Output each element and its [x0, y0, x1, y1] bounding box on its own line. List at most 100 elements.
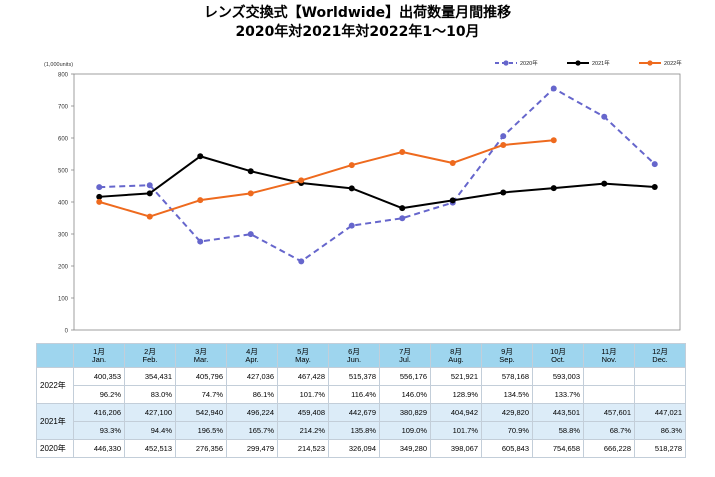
data-point-2021年: [500, 189, 507, 196]
data-point-2021年: [651, 183, 658, 190]
data-point-2020年: [146, 182, 153, 189]
value-cell: 299,479: [226, 439, 278, 458]
table-row: 2022年 400,353 354,431 405,796 427,036 467,428…: [36, 367, 686, 404]
ratio-row: 93.3% 94.4% 196.5% 165.7% 214.2% 135.8% 109.0%…: [37, 421, 686, 440]
data-point-2020年: [500, 133, 507, 140]
value-cell: 443,501: [532, 403, 584, 422]
y-tick-label: 300: [58, 233, 69, 239]
value-cell: 214,523: [277, 439, 329, 458]
value-cell: 521,921: [430, 367, 482, 386]
ratio-cell: 165.7%: [226, 421, 278, 440]
value-cell: [634, 367, 686, 386]
y-tick-label: 600: [58, 137, 69, 143]
month-number: 10月: [550, 346, 566, 356]
value-cell: 276,356: [175, 439, 227, 458]
month-abbr: Jun.: [346, 354, 362, 364]
month-number: 12月: [652, 346, 668, 356]
data-point-2021年: [399, 205, 406, 212]
chart-subtitle: 2020年対2021年対2022年1～10月: [235, 24, 480, 40]
month-abbr: Feb.: [142, 354, 158, 364]
value-cell: 457,601: [583, 403, 635, 422]
value-cell: 405,796: [175, 367, 227, 386]
month-number: 2月: [144, 346, 156, 356]
line-chart: 0 100 200 300 400 500 600 700 800 (1,000units) 202…: [44, 59, 682, 335]
month-header: 7月 Jul.: [379, 343, 431, 368]
data-point-2022年: [348, 162, 355, 169]
month-number: 3月: [195, 346, 207, 356]
month-header: 5月 May.: [277, 343, 329, 368]
data-point-2020年: [197, 238, 204, 245]
value-cell: 459,408: [277, 403, 329, 422]
ratio-cell: 196.5%: [175, 421, 227, 440]
month-header: 9月 Sep.: [481, 343, 533, 368]
data-point-2021年: [348, 185, 355, 192]
month-header: 11月 Nov.: [583, 343, 635, 368]
value-cell: 593,003: [532, 367, 584, 386]
ratio-cell: 109.0%: [379, 421, 431, 440]
legend-label: 2022年: [664, 59, 682, 67]
legend-label: 2021年: [592, 59, 610, 67]
ratio-cell: 101.7%: [430, 421, 482, 440]
data-point-2022年: [550, 137, 557, 144]
month-number: 9月: [501, 346, 513, 356]
ratio-cell: 74.7%: [175, 385, 227, 404]
y-tick-label: 200: [58, 265, 69, 271]
ratio-cell: 116.4%: [328, 385, 380, 404]
month-abbr: Nov.: [601, 354, 617, 364]
data-table: 1月 Jan. 2月 Feb. 3月 Mar. 4月 Apr. 5月 May. 6月 Jun. 7月 Ju…: [36, 343, 686, 458]
y-unit-label: (1,000units): [44, 62, 73, 68]
y-tick-label: 800: [58, 73, 69, 79]
month-header: 6月 Jun.: [328, 343, 380, 368]
data-point-2020年: [247, 231, 254, 238]
data-point-2021年: [146, 190, 153, 197]
month-header: 1月 Jan.: [73, 343, 125, 368]
data-point-2022年: [298, 177, 305, 184]
data-point-2022年: [247, 190, 254, 197]
month-number: 8月: [450, 346, 462, 356]
row-label: 2020年: [36, 439, 74, 458]
ratio-cell: [583, 385, 635, 404]
value-cell: 404,942: [430, 403, 482, 422]
data-point-2022年: [197, 197, 204, 204]
month-abbr: Aug.: [448, 354, 464, 364]
ratio-cell: 128.9%: [430, 385, 482, 404]
month-header: 4月 Apr.: [226, 343, 278, 368]
month-header: 8月 Aug.: [430, 343, 482, 368]
ratio-cell: 96.2%: [73, 385, 125, 404]
data-point-2022年: [500, 141, 507, 148]
data-point-2020年: [348, 222, 355, 229]
ratio-cell: 86.1%: [226, 385, 278, 404]
table-row: 2020年 446,330 452,513 276,356 299,479 214,523…: [36, 439, 686, 458]
month-abbr: Apr.: [245, 354, 259, 364]
data-point-2022年: [399, 149, 406, 156]
value-cell: 447,021: [634, 403, 686, 422]
data-point-2020年: [96, 184, 103, 191]
chart-title: レンズ交換式【Worldwide】出荷数量月間推移: [203, 5, 512, 21]
value-cell: 754,658: [532, 439, 584, 458]
legend-marker-2020年: [503, 60, 509, 66]
value-cell: 666,228: [583, 439, 635, 458]
month-header: 3月 Mar.: [175, 343, 227, 368]
month-abbr: Dec.: [652, 354, 668, 364]
data-point-2020年: [550, 85, 557, 92]
value-cell: 518,278: [634, 439, 686, 458]
value-cell: 427,100: [124, 403, 176, 422]
value-cell: 442,679: [328, 403, 380, 422]
value-cell: 380,829: [379, 403, 431, 422]
month-number: 5月: [297, 346, 309, 356]
ratio-cell: 146.0%: [379, 385, 431, 404]
ratio-cell: [634, 385, 686, 404]
row-label: 2021年: [36, 403, 74, 440]
ratio-cell: 58.8%: [532, 421, 584, 440]
month-abbr: May.: [295, 354, 311, 364]
month-abbr: Mar.: [193, 354, 209, 364]
table-corner: [36, 343, 74, 368]
y-tick-label: 700: [58, 105, 69, 111]
data-point-2020年: [399, 215, 406, 222]
data-point-2021年: [96, 193, 103, 200]
value-cell: 542,940: [175, 403, 227, 422]
legend-label: 2020年: [520, 59, 538, 67]
ratio-cell: 93.3%: [73, 421, 125, 440]
data-point-2021年: [247, 168, 254, 175]
data-point-2021年: [550, 185, 557, 192]
